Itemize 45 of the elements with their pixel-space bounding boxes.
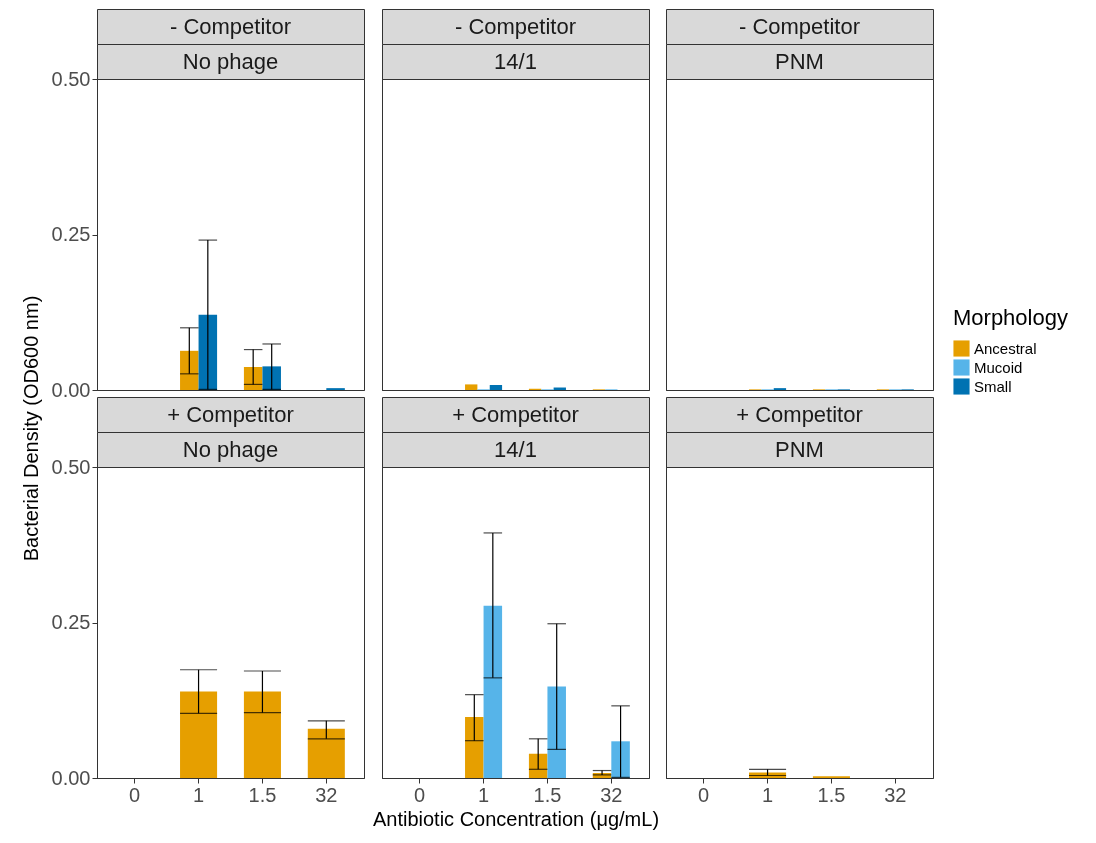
x-tick-label: 0 [698, 783, 710, 806]
chart-title: - Competitor [169, 13, 292, 39]
bar [483, 605, 503, 778]
chart-subtitle: PNM [775, 436, 824, 462]
chart-subtitle: No phage [182, 48, 279, 74]
bar [528, 753, 548, 778]
chart-title: - Competitor [738, 13, 861, 39]
x-tick-label: 32 [600, 783, 623, 806]
legend-title: Morphology [953, 305, 1068, 330]
legend-label: Ancestral [974, 339, 1037, 357]
x-tick-label: 0 [414, 783, 426, 806]
x-tick-label: 1.5 [248, 783, 277, 806]
y-tick-label: 0.25 [51, 611, 91, 633]
chart-title: + Competitor [736, 401, 863, 427]
bar [611, 741, 630, 778]
x-tick-label: 1.5 [817, 783, 846, 806]
y-tick-label: 0.25 [51, 223, 91, 245]
chart-title: - Competitor [454, 13, 577, 39]
y-tick-label: 0.00 [51, 378, 91, 401]
bar [198, 314, 218, 390]
y-axis-title: Bacterial Density (OD600 nm) [19, 295, 42, 562]
legend-label: Mucoid [974, 358, 1023, 376]
x-axis-title: Antibiotic Concentration (μg/mL) [372, 807, 660, 830]
bar [243, 366, 263, 390]
y-tick-label: 0.50 [51, 67, 91, 90]
chart-subtitle: PNM [775, 48, 824, 74]
chart-subtitle: 14/1 [494, 436, 537, 462]
chart-title: + Competitor [452, 401, 579, 427]
chart-title: + Competitor [167, 401, 294, 427]
chart-subtitle: No phage [182, 436, 279, 462]
x-tick-label: 32 [884, 783, 907, 806]
bar [465, 717, 484, 778]
x-tick-label: 32 [315, 783, 338, 806]
x-tick-label: 1 [762, 783, 774, 806]
x-tick-label: 0 [129, 783, 141, 806]
x-tick-label: 1.5 [533, 783, 562, 806]
chart-subtitle: 14/1 [494, 48, 537, 74]
bar [262, 366, 281, 390]
x-tick-label: 1 [193, 783, 205, 806]
y-tick-label: 0.00 [51, 766, 91, 789]
y-tick-label: 0.50 [51, 455, 91, 478]
bar [180, 350, 199, 390]
x-tick-label: 1 [478, 783, 490, 806]
bar [547, 686, 566, 778]
legend-label: Small [974, 377, 1012, 395]
